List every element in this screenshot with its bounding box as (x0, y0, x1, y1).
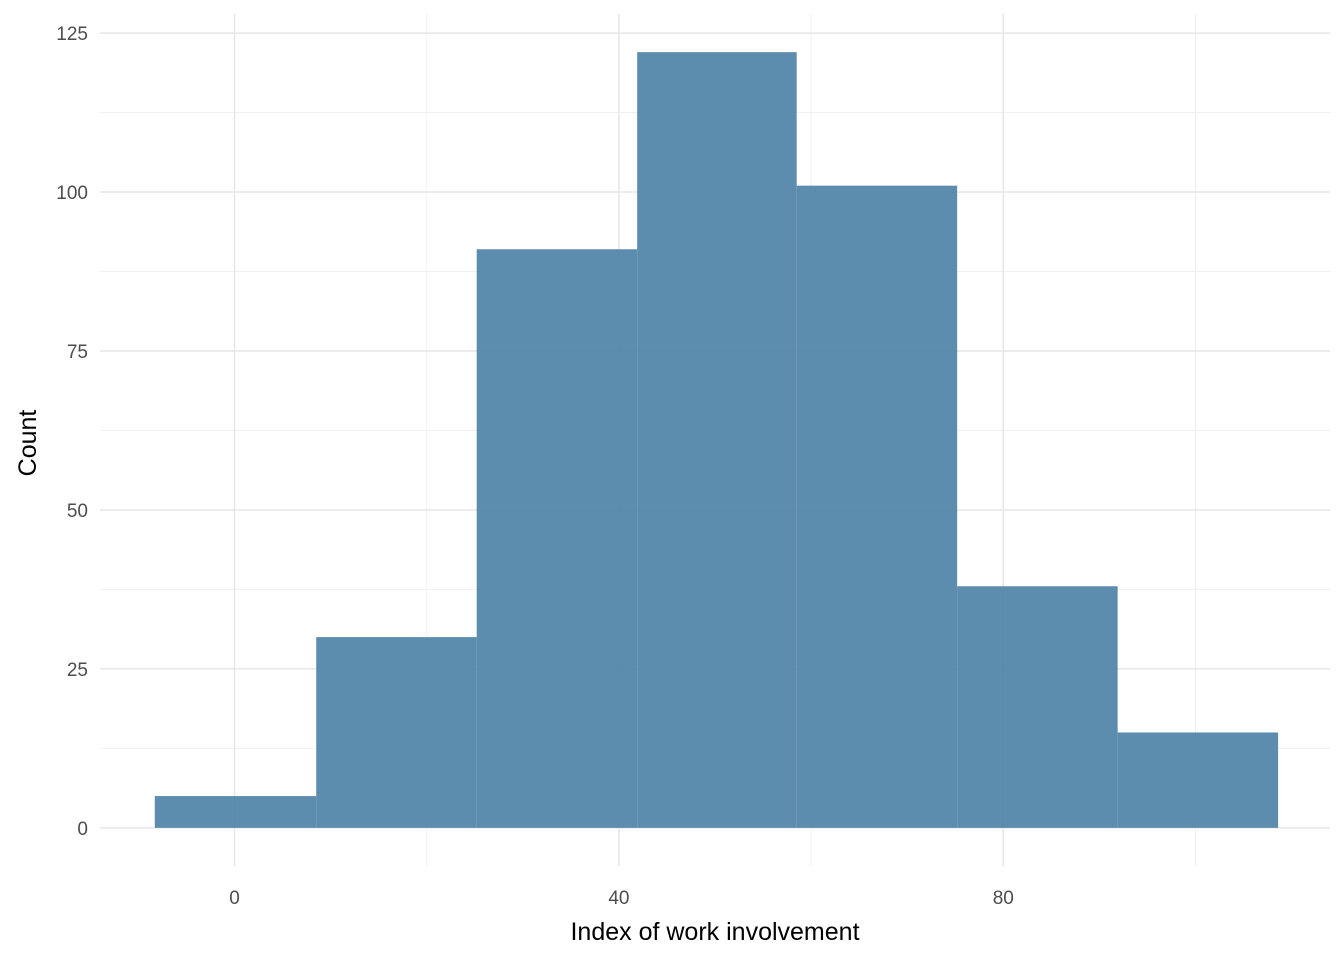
y-tick-label: 50 (67, 501, 88, 522)
x-tick-label: 80 (993, 888, 1014, 909)
y-axis-title: Count (14, 410, 42, 477)
histogram-bar-1 (154, 796, 317, 828)
y-tick-label: 75 (67, 342, 88, 363)
histogram-bar-3 (476, 249, 638, 828)
x-axis-tick-labels: 0 40 80 (229, 888, 1014, 909)
histogram-bars (154, 52, 1279, 828)
y-axis-tick-labels: 0 25 50 75 100 125 (56, 24, 88, 840)
y-tick-label: 125 (56, 24, 88, 45)
x-tick-label: 40 (608, 888, 629, 909)
y-tick-label: 100 (56, 183, 88, 204)
histogram-bar-6 (957, 586, 1118, 828)
y-tick-label: 0 (77, 819, 88, 840)
histogram-bar-7 (1117, 732, 1279, 828)
y-tick-label: 25 (67, 660, 88, 681)
x-tick-label: 0 (229, 888, 240, 909)
x-axis-title: Index of work involvement (570, 918, 859, 946)
histogram-bar-4 (637, 52, 797, 828)
histogram-bar-2 (316, 637, 477, 828)
histogram-bar-5 (796, 185, 958, 828)
